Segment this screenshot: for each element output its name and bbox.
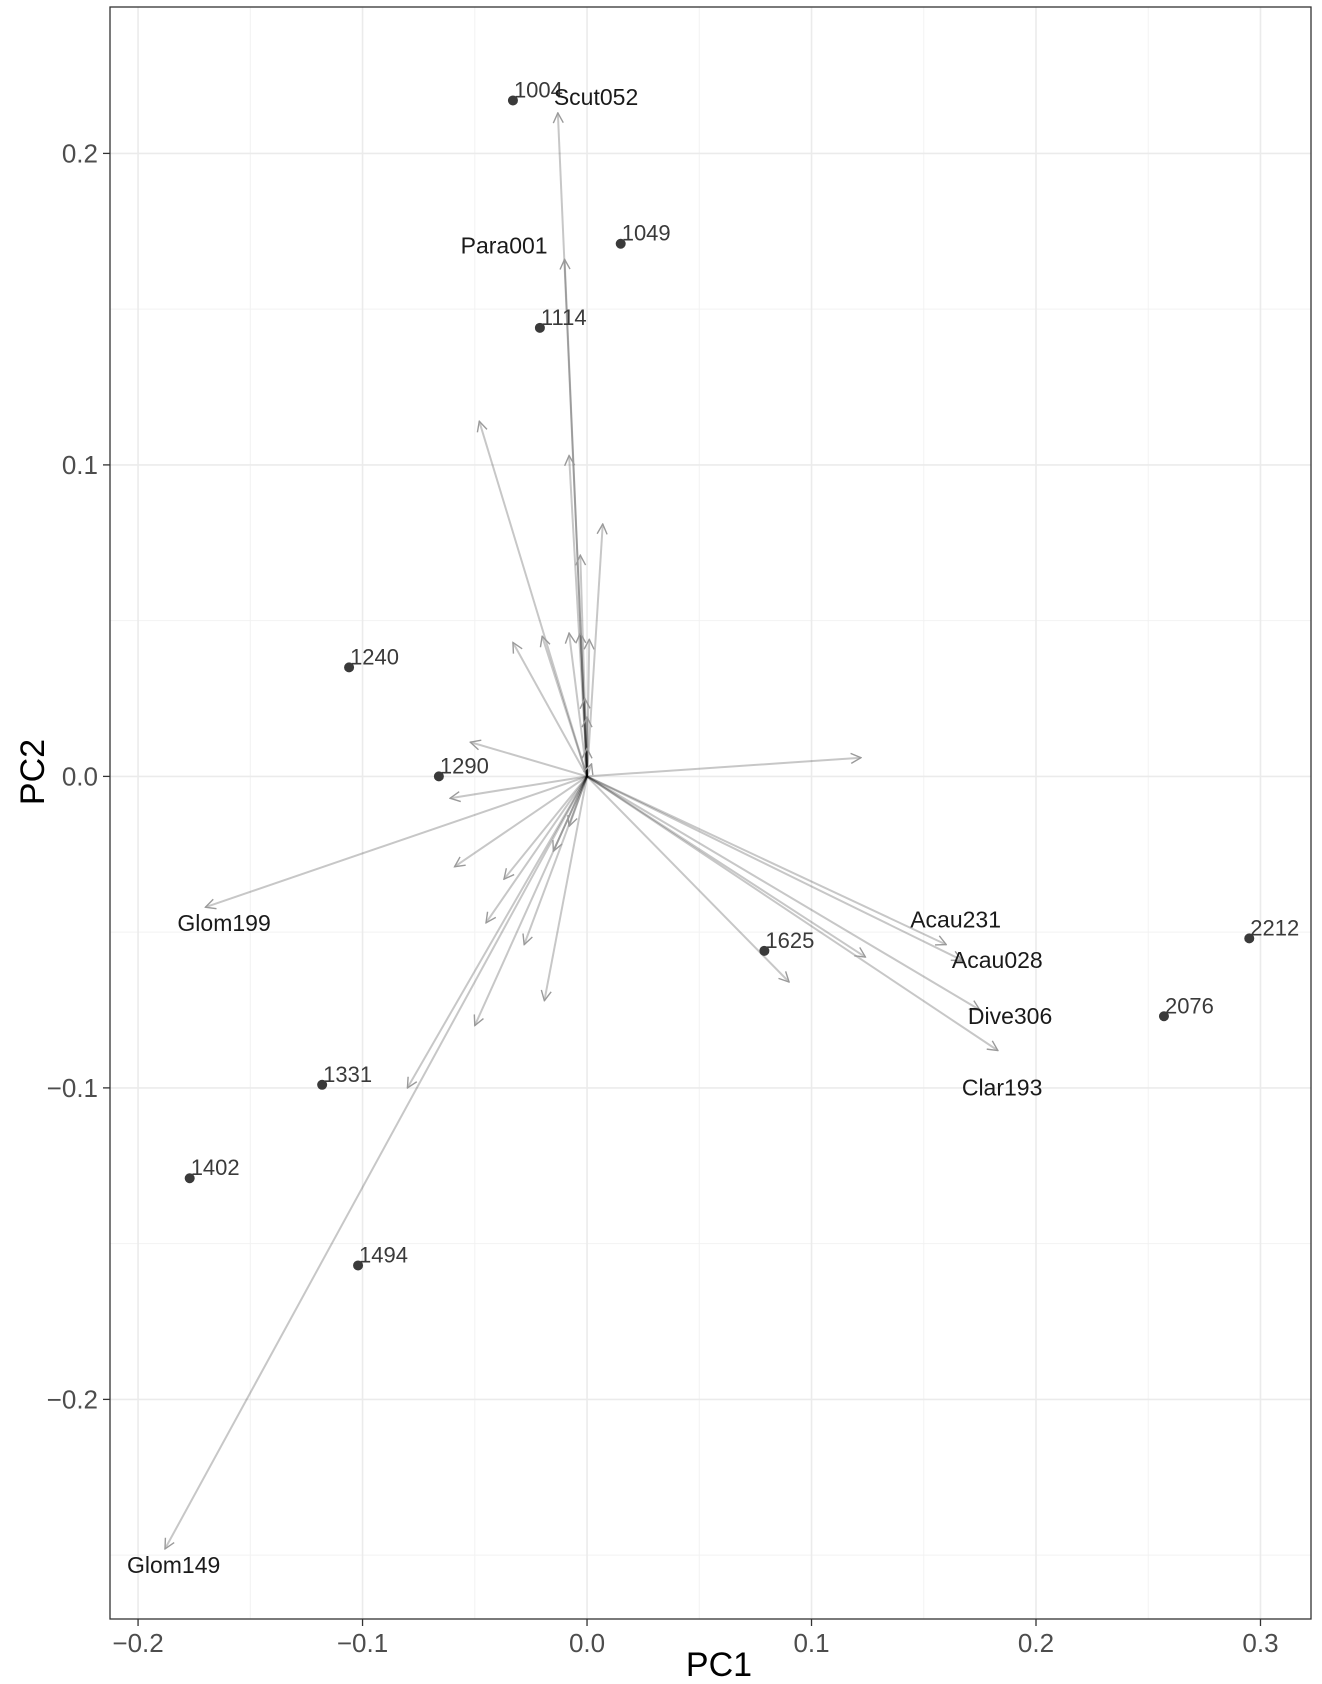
loading-arrow (512, 642, 588, 777)
loading-arrow (553, 775, 588, 851)
sample-point-1004 (507, 95, 518, 106)
sample-label-1625: 1625 (765, 928, 814, 953)
sample-label-1331: 1331 (323, 1062, 372, 1087)
loading-arrow (586, 775, 865, 957)
sample-label-1049: 1049 (622, 221, 671, 246)
loading-arrow-glom199 (205, 775, 588, 907)
loading-arrow (544, 776, 589, 1000)
sample-labels: 1004 1049 1114 1240 1290 1625 2212 2076 1331 1402… (191, 77, 1300, 1267)
loading-arrow (586, 524, 603, 777)
x-tick-label: −0.1 (337, 1628, 388, 1658)
x-tick-label: 0.3 (1242, 1628, 1278, 1658)
loading-label-acau231: Acau231 (910, 907, 1001, 933)
loading-arrow-glom149 (164, 775, 588, 1549)
loading-arrow (586, 758, 861, 778)
y-tick-label: −0.2 (47, 1384, 98, 1414)
sample-label-1114: 1114 (541, 305, 587, 330)
y-axis-title: PC2 (14, 739, 52, 805)
plot-panel (110, 7, 1311, 1619)
sample-label-1290: 1290 (440, 753, 489, 778)
loading-arrow (580, 555, 589, 777)
sample-label-2076: 2076 (1165, 993, 1214, 1018)
sample-label-1004: 1004 (514, 77, 563, 102)
plot-border (109, 6, 1312, 1620)
sample-point-2076 (1158, 1011, 1169, 1022)
sample-point-1240 (344, 662, 355, 673)
sample-point-2212 (1244, 933, 1255, 944)
loading-arrow (504, 775, 588, 879)
loading-arrow (586, 775, 789, 982)
loading-label-glom149: Glom149 (127, 1552, 220, 1578)
sample-point-1625 (759, 945, 770, 956)
loading-label-dive306: Dive306 (968, 1003, 1052, 1029)
loading-arrow (470, 742, 588, 778)
loading-arrow (486, 775, 588, 922)
loading-arrow (479, 421, 588, 777)
loading-arrow (569, 776, 588, 826)
loading-arrow (455, 775, 588, 866)
sample-label-2212: 2212 (1250, 915, 1299, 940)
minor-grid (110, 7, 1311, 1619)
sample-point-1114 (534, 322, 545, 333)
loading-arrow (450, 775, 588, 798)
x-axis-title: PC1 (686, 1646, 752, 1684)
loading-label-acau028: Acau028 (952, 947, 1043, 973)
x-tick-label: 0.0 (569, 1628, 605, 1658)
x-tick-label: −0.2 (112, 1628, 163, 1658)
sample-point-1049 (615, 238, 626, 249)
sample-label-1402: 1402 (191, 1155, 240, 1180)
sample-point-1494 (353, 1260, 364, 1271)
loading-arrow-para001 (565, 259, 589, 777)
loading-arrow-acau231 (586, 775, 946, 944)
sample-points (184, 95, 1255, 1271)
loading-arrow (542, 636, 588, 777)
loading-label-glom199: Glom199 (177, 910, 270, 936)
y-tick-label: 0.1 (62, 450, 98, 480)
major-grid (110, 7, 1311, 1619)
loading-arrow (406, 775, 588, 1087)
loading-arrow (524, 776, 588, 944)
sample-label-1494: 1494 (359, 1242, 408, 1267)
loading-arrow (587, 764, 591, 777)
y-tick-label: 0.0 (62, 761, 98, 791)
sample-point-1331 (317, 1079, 328, 1090)
x-axis-ticks: −0.2 −0.1 0.0 0.1 0.2 0.3 (112, 1619, 1279, 1658)
loading-arrow-dive306 (586, 775, 980, 1011)
loading-labels: Scut052 Para001 Glom199 Glom149 Acau231 Acau0… (127, 84, 1052, 1578)
loading-label-scut052: Scut052 (554, 84, 638, 110)
loading-arrows (164, 113, 998, 1549)
loading-label-para001: Para001 (461, 232, 548, 258)
loading-arrow-scut052 (558, 113, 589, 777)
x-tick-label: 0.2 (1018, 1628, 1054, 1658)
sample-point-1402 (184, 1173, 195, 1184)
x-tick-label: 0.1 (793, 1628, 829, 1658)
loading-label-clar193: Clar193 (962, 1075, 1043, 1101)
y-tick-label: 0.2 (62, 138, 98, 168)
y-tick-label: −0.1 (47, 1073, 98, 1103)
sample-point-1290 (433, 771, 444, 782)
sample-label-1240: 1240 (350, 644, 399, 669)
loading-arrow-acau028 (586, 775, 962, 962)
loading-arrow-clar193 (586, 775, 998, 1050)
y-axis-ticks: 0.2 0.1 0.0 −0.1 −0.2 (47, 138, 110, 1414)
